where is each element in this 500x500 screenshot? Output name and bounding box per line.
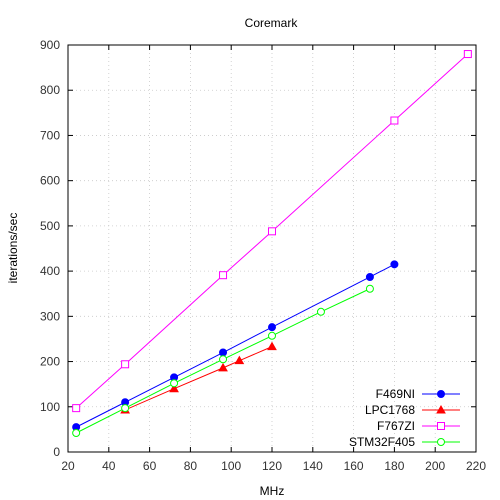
legend-label: STM32F405 <box>349 435 415 449</box>
x-tick-label: 180 <box>384 459 404 473</box>
legend-label: F767ZI <box>377 419 415 433</box>
series-lpc1768 <box>120 341 277 414</box>
y-tick-label: 800 <box>40 83 60 97</box>
y-tick-label: 500 <box>40 219 60 233</box>
legend-label: LPC1768 <box>365 403 415 417</box>
x-tick-label: 40 <box>102 459 116 473</box>
data-point-lpc1768 <box>267 341 277 351</box>
x-tick-label: 200 <box>425 459 445 473</box>
y-tick-label: 0 <box>53 445 60 459</box>
legend: F469NI LPC1768 F767ZI STM32F405 <box>349 387 460 449</box>
y-tick-label: 900 <box>40 38 60 52</box>
legend-swatch-marker <box>436 404 446 414</box>
legend-item-lpc1768: LPC1768 <box>365 403 460 417</box>
data-point-stm32f405 <box>121 404 130 413</box>
x-tick-label: 160 <box>344 459 364 473</box>
data-point-stm32f405 <box>170 379 179 388</box>
data-point-stm32f405 <box>316 307 325 316</box>
data-point-stm32f405 <box>268 331 276 340</box>
data-point-f469ni <box>365 272 374 281</box>
series-line-f767zi <box>75 53 469 409</box>
series-line-lpc1768 <box>124 346 273 411</box>
y-axis-title: iterations/sec <box>6 213 20 284</box>
data-point-f767zi <box>219 271 228 280</box>
data-point-lpc1768 <box>169 383 179 393</box>
data-point-f767zi <box>390 116 399 125</box>
data-point-f767zi <box>268 227 276 236</box>
legend-item-f767zi: F767ZI <box>377 419 460 433</box>
chart-title: Coremark <box>245 16 299 30</box>
x-tick-label: 60 <box>143 459 157 473</box>
axis-ticks: 0 100 200 300 400 500 600 700 800 900 20 40 60 80 100 1… <box>40 38 486 473</box>
x-tick-label: 220 <box>466 459 486 473</box>
x-tick-label: 20 <box>61 459 75 473</box>
legend-item-stm32f405: STM32F405 <box>349 435 460 449</box>
y-tick-label: 600 <box>40 174 60 188</box>
data-point-f469ni <box>268 323 276 332</box>
data-point-stm32f405 <box>72 429 81 438</box>
data-point-f469ni <box>219 348 228 357</box>
x-tick-label: 100 <box>221 459 241 473</box>
legend-label: F469NI <box>376 387 415 401</box>
legend-swatch-marker <box>437 422 445 430</box>
data-point-stm32f405 <box>365 284 374 293</box>
series-f767zi <box>72 50 472 413</box>
y-tick-label: 700 <box>40 128 60 142</box>
legend-swatch-marker <box>437 390 445 398</box>
x-tick-label: 120 <box>262 459 282 473</box>
y-tick-label: 200 <box>40 355 60 369</box>
series-stm32f405 <box>72 284 374 438</box>
legend-item-f469ni: F469NI <box>376 387 460 401</box>
series-f469ni <box>72 260 399 432</box>
data-point-f469ni <box>390 260 399 269</box>
x-axis-title: MHz <box>260 484 285 498</box>
x-tick-label: 140 <box>303 459 323 473</box>
grid <box>68 45 476 452</box>
data-point-f767zi <box>463 50 472 59</box>
legend-swatch-marker <box>437 438 445 446</box>
data-point-lpc1768 <box>218 362 228 372</box>
x-tick-label: 80 <box>184 459 198 473</box>
y-tick-label: 300 <box>40 309 60 323</box>
series-layer <box>72 50 472 438</box>
data-point-f767zi <box>72 404 81 413</box>
data-point-f767zi <box>121 360 130 369</box>
data-point-stm32f405 <box>219 355 228 364</box>
data-point-lpc1768 <box>234 355 245 365</box>
y-tick-label: 100 <box>40 400 60 414</box>
y-tick-label: 400 <box>40 264 60 278</box>
